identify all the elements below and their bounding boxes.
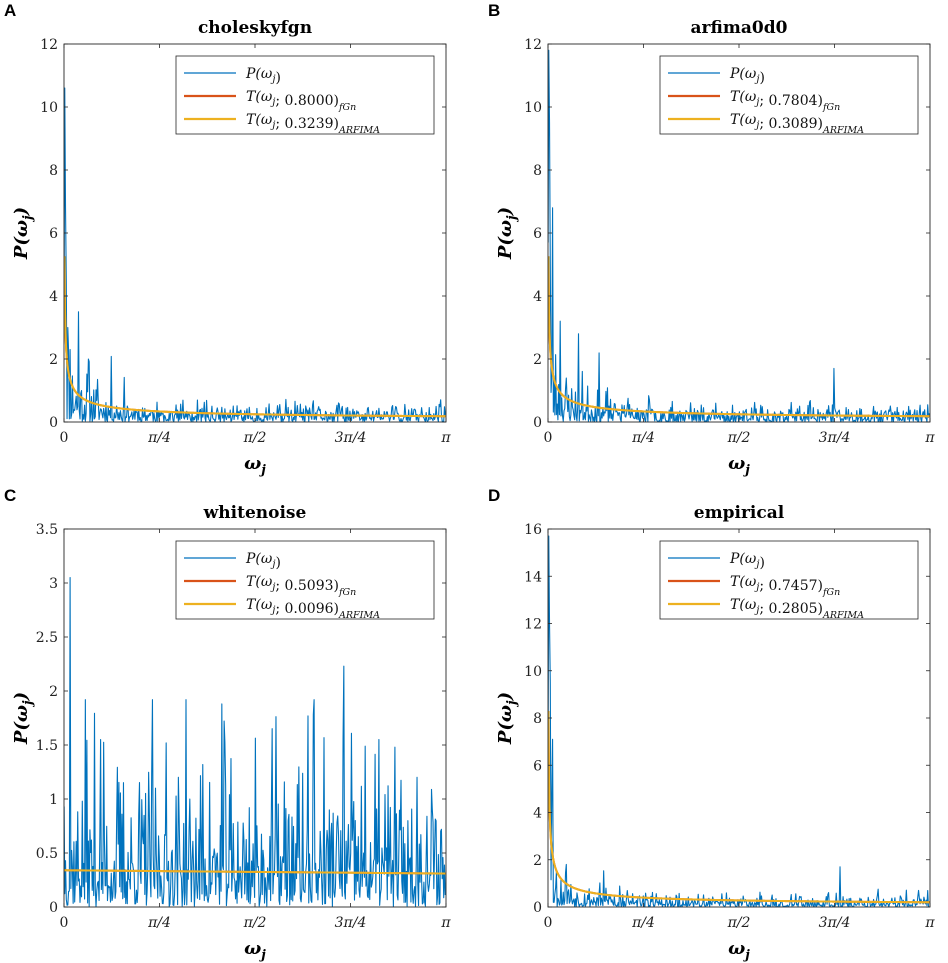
x-tick-label: π: [924, 430, 935, 446]
y-tick-label: 14: [524, 569, 542, 585]
x-tick-label: 3π/4: [335, 915, 367, 931]
series-arfima-fit: [548, 711, 930, 904]
x-axis-label: ωj: [244, 938, 266, 962]
chart-title: whitenoise: [203, 503, 307, 523]
x-tick-label: π/2: [243, 430, 267, 446]
legend-label: T(ωj; 0.7457)fGn: [730, 574, 840, 598]
x-tick-label: π/2: [243, 915, 267, 931]
legend-label: T(ωj; 0.2805)ARFIMA: [730, 597, 864, 621]
y-tick-label: 0: [49, 415, 58, 431]
legend-label: T(ωj; 0.7804)fGn: [730, 89, 840, 113]
y-tick-label: 10: [524, 664, 542, 680]
y-tick-label: 0: [533, 900, 542, 916]
y-tick-label: 6: [533, 226, 542, 242]
y-tick-label: 1: [49, 792, 58, 808]
legend-label: P(ωj): [729, 551, 765, 571]
x-tick-label: 3π/4: [819, 430, 851, 446]
x-tick-label: π: [440, 915, 451, 931]
y-tick-label: 2: [49, 352, 58, 368]
legend-label: T(ωj; 0.3089)ARFIMA: [730, 112, 864, 136]
chart-title: empirical: [694, 503, 785, 523]
legend-label: P(ωj): [729, 66, 765, 86]
series-fgn-fit: [64, 256, 446, 418]
y-tick-label: 10: [40, 100, 58, 116]
y-tick-label: 4: [49, 289, 58, 305]
y-tick-label: 3: [49, 576, 58, 592]
y-tick-label: 0.5: [36, 846, 58, 862]
x-tick-label: π/2: [727, 430, 751, 446]
y-tick-label: 4: [533, 289, 542, 305]
x-axis-label: ωj: [728, 453, 750, 477]
y-tick-label: 8: [533, 711, 542, 727]
panel-letter: D: [488, 486, 500, 505]
y-tick-label: 8: [49, 163, 58, 179]
series-periodogram: [64, 87, 446, 422]
legend-label: P(ωj): [245, 551, 281, 571]
y-tick-label: 2: [533, 853, 542, 869]
series-periodogram: [64, 577, 446, 907]
y-tick-label: 2: [49, 684, 58, 700]
series-arfima-fit: [64, 869, 446, 875]
legend-label: T(ωj; 0.8000)fGn: [246, 89, 356, 113]
chart-title: arfima0d0: [691, 18, 788, 38]
y-tick-label: 6: [533, 758, 542, 774]
y-tick-label: 3.5: [36, 522, 58, 538]
plot-area: [64, 87, 446, 422]
series-fgn-fit: [548, 711, 930, 904]
panel-letter: B: [488, 1, 500, 20]
panel-letter: A: [4, 1, 16, 20]
y-axis-label: P(ωj): [495, 207, 519, 260]
y-tick-label: 0: [49, 900, 58, 916]
x-tick-label: 0: [60, 915, 69, 931]
legend-label: T(ωj; 0.5093)fGn: [246, 574, 356, 598]
y-tick-label: 6: [49, 226, 58, 242]
x-tick-label: π/4: [631, 915, 655, 931]
x-tick-label: 0: [544, 430, 553, 446]
x-tick-label: 3π/4: [819, 915, 851, 931]
y-axis-label: P(ωj): [495, 692, 519, 745]
legend-label: T(ωj; 0.3239)ARFIMA: [246, 112, 380, 136]
y-tick-label: 8: [533, 163, 542, 179]
y-tick-label: 0: [533, 415, 542, 431]
chart-title: choleskyfgn: [198, 18, 312, 38]
x-tick-label: π/2: [727, 915, 751, 931]
y-axis-label: P(ωj): [11, 692, 35, 745]
x-axis-label: ωj: [728, 938, 750, 962]
series-arfima-fit: [64, 256, 446, 418]
legend-label: T(ωj; 0.0096)ARFIMA: [246, 597, 380, 621]
x-tick-label: π/4: [631, 430, 655, 446]
y-tick-label: 2.5: [36, 630, 58, 646]
x-axis-label: ωj: [244, 453, 266, 477]
x-tick-label: π: [924, 915, 935, 931]
y-tick-label: 1.5: [36, 738, 58, 754]
y-tick-label: 16: [524, 522, 542, 538]
y-tick-label: 2: [533, 352, 542, 368]
y-tick-label: 10: [524, 100, 542, 116]
legend-label: P(ωj): [245, 66, 281, 86]
x-tick-label: π/4: [147, 915, 171, 931]
y-tick-label: 12: [524, 617, 542, 633]
x-tick-label: 3π/4: [335, 430, 367, 446]
y-tick-label: 12: [524, 37, 542, 53]
y-tick-label: 12: [40, 37, 58, 53]
y-axis-label: P(ωj): [11, 207, 35, 260]
x-tick-label: 0: [60, 430, 69, 446]
x-tick-label: π/4: [147, 430, 171, 446]
y-tick-label: 4: [533, 806, 542, 822]
series-arfima-fit: [548, 256, 930, 418]
x-tick-label: π: [440, 430, 451, 446]
panel-letter: C: [4, 486, 16, 505]
plot-area: [64, 577, 446, 907]
x-tick-label: 0: [544, 915, 553, 931]
